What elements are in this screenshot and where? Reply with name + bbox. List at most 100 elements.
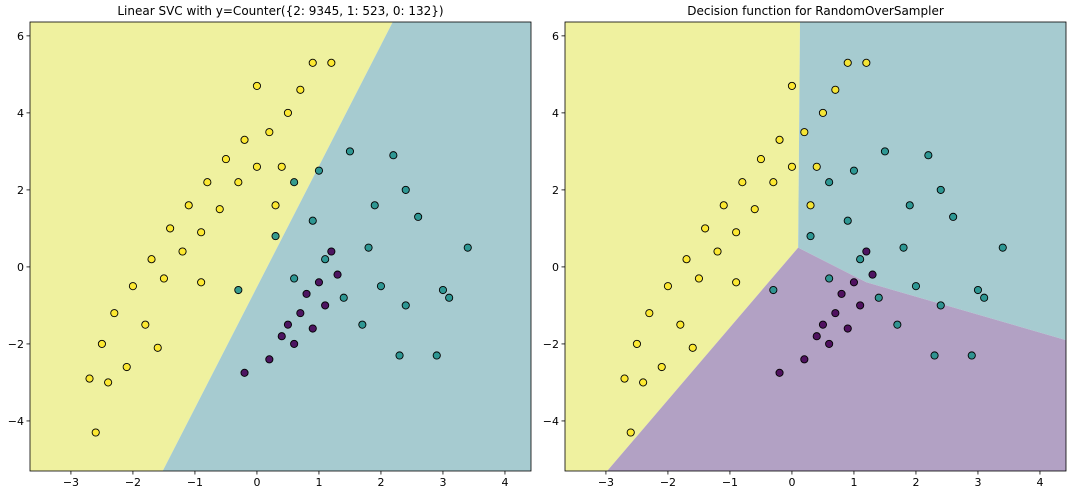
decision-region — [565, 22, 800, 471]
data-point — [769, 178, 778, 187]
data-point — [147, 255, 156, 264]
data-point — [849, 166, 858, 175]
data-point — [178, 247, 187, 256]
data-point — [980, 293, 989, 302]
data-point — [159, 274, 168, 283]
data-point — [252, 81, 261, 90]
chart-title: Decision function for RandomOverSampler — [687, 4, 944, 18]
data-point — [905, 201, 914, 210]
data-point — [215, 205, 224, 214]
chart-title: Linear SVC with y=Counter({2: 9345, 1: 5… — [117, 4, 443, 18]
data-point — [849, 278, 858, 287]
x-tick-label: −1 — [187, 476, 203, 489]
data-point — [663, 282, 672, 291]
data-point — [831, 85, 840, 94]
data-point — [620, 374, 629, 383]
x-tick-label: 3 — [974, 476, 981, 489]
data-point — [626, 428, 635, 437]
data-point — [234, 178, 243, 187]
y-tick-label: 6 — [552, 30, 559, 43]
x-tick-label: −2 — [660, 476, 676, 489]
x-tick-label: 2 — [377, 476, 384, 489]
data-point — [122, 362, 131, 372]
data-point — [85, 374, 94, 383]
data-point — [91, 428, 100, 437]
data-point — [657, 362, 666, 372]
data-point — [290, 178, 299, 187]
data-point — [676, 320, 685, 329]
data-point — [787, 81, 796, 90]
data-point — [893, 320, 902, 329]
axes-frame — [564, 21, 1067, 472]
data-point — [395, 351, 404, 360]
data-point — [321, 301, 330, 310]
data-point — [414, 212, 423, 221]
data-point — [265, 128, 274, 137]
data-point — [701, 224, 710, 233]
data-point — [632, 339, 641, 348]
y-tick-label: 2 — [17, 184, 24, 197]
data-point — [732, 278, 741, 287]
data-point — [339, 293, 348, 302]
x-tick-label: 1 — [850, 476, 857, 489]
data-point — [750, 205, 759, 214]
data-point — [364, 243, 373, 252]
data-point — [818, 320, 827, 329]
data-point — [899, 243, 908, 252]
data-point — [856, 255, 865, 264]
x-tick-label: 0 — [253, 476, 260, 489]
x-tick-label: −3 — [63, 476, 79, 489]
data-point — [283, 320, 292, 329]
data-point — [271, 201, 280, 210]
y-tick-label: 6 — [17, 30, 24, 43]
data-point — [345, 147, 354, 156]
decision-region — [798, 22, 1066, 341]
data-point — [197, 228, 206, 237]
data-point — [949, 212, 958, 221]
data-point — [376, 282, 385, 291]
y-tick-label: 4 — [17, 107, 24, 120]
data-point — [775, 135, 784, 144]
data-point — [97, 339, 106, 348]
data-point — [234, 285, 243, 295]
data-point — [713, 247, 722, 256]
data-point — [812, 332, 821, 341]
data-point — [911, 282, 920, 291]
data-point — [825, 274, 834, 283]
data-point — [321, 255, 330, 264]
data-point — [314, 278, 323, 287]
y-tick-label: −2 — [543, 338, 559, 351]
data-point — [936, 185, 945, 194]
data-point — [265, 355, 274, 364]
data-point — [314, 166, 323, 175]
data-point — [756, 155, 765, 164]
data-point — [128, 282, 137, 291]
data-point — [277, 332, 286, 341]
data-point — [166, 224, 175, 233]
x-tick-label: 1 — [315, 476, 322, 489]
data-point — [296, 85, 305, 94]
y-tick-label: 0 — [17, 261, 24, 274]
decision-region — [30, 22, 393, 471]
data-point — [389, 151, 398, 160]
data-point — [800, 355, 809, 364]
data-point — [240, 135, 249, 144]
data-point — [639, 378, 648, 387]
plot-area — [30, 22, 531, 471]
data-point — [688, 343, 697, 352]
data-point — [818, 108, 827, 117]
y-tick-label: −2 — [8, 338, 24, 351]
data-point — [141, 320, 150, 329]
data-point — [401, 185, 410, 194]
data-point — [271, 232, 280, 241]
x-tick-label: −3 — [598, 476, 614, 489]
x-tick-label: 0 — [788, 476, 795, 489]
data-point — [856, 301, 865, 310]
data-point — [930, 351, 939, 360]
data-point — [682, 255, 691, 264]
data-point — [153, 343, 162, 352]
data-point — [825, 178, 834, 187]
data-point — [277, 162, 286, 171]
